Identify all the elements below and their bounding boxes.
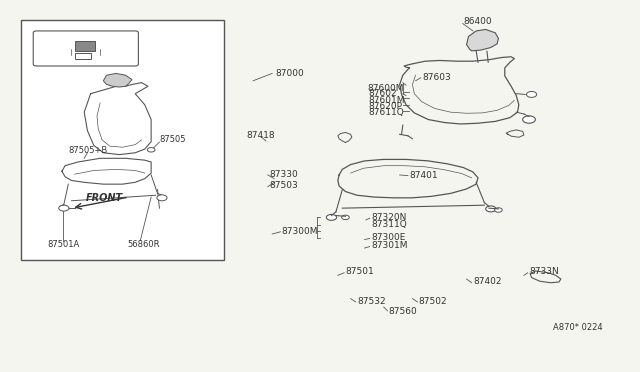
Text: 87602: 87602 [369,89,397,98]
Text: 87301M: 87301M [371,241,408,250]
Bar [75,41,95,51]
Text: 87401: 87401 [409,171,438,180]
Circle shape [486,206,496,212]
Text: 87501A: 87501A [47,240,79,249]
Circle shape [157,195,167,201]
Text: 87560: 87560 [389,307,417,316]
Text: 87300M: 87300M [282,227,318,235]
Text: 87330: 87330 [269,170,298,179]
Text: 87418: 87418 [246,131,275,140]
Text: 56860R: 56860R [127,240,160,249]
Bar [20,20,225,260]
Text: 87600M: 87600M [368,84,404,93]
Circle shape [527,92,537,97]
Polygon shape [103,73,132,87]
Text: 87611Q: 87611Q [369,108,404,118]
Text: A870* 0224: A870* 0224 [552,323,602,331]
Text: 87505+B: 87505+B [68,146,108,155]
Text: 87402: 87402 [473,278,501,286]
Circle shape [59,205,69,211]
Circle shape [147,148,155,152]
Text: 87505: 87505 [159,135,186,144]
Circle shape [495,208,502,212]
Text: 87503: 87503 [269,182,298,190]
Text: 87603: 87603 [422,73,451,81]
Text: FRONT: FRONT [85,193,122,203]
FancyBboxPatch shape [33,31,138,66]
Text: 87620P: 87620P [369,102,403,111]
Text: 87320N: 87320N [371,213,406,222]
Polygon shape [467,29,499,51]
Circle shape [342,215,349,219]
Text: 87532: 87532 [357,297,385,306]
Text: 87000: 87000 [275,69,304,78]
Bar [75,53,91,60]
Text: 87311Q: 87311Q [371,220,407,229]
Text: 87300E: 87300E [371,233,405,242]
Circle shape [326,214,337,220]
Text: 87501: 87501 [346,267,374,276]
Circle shape [523,116,536,123]
Text: 86400: 86400 [463,17,492,26]
Text: 8733N: 8733N [529,267,559,276]
Text: 87502: 87502 [419,297,447,306]
Text: 87601M: 87601M [369,96,405,105]
